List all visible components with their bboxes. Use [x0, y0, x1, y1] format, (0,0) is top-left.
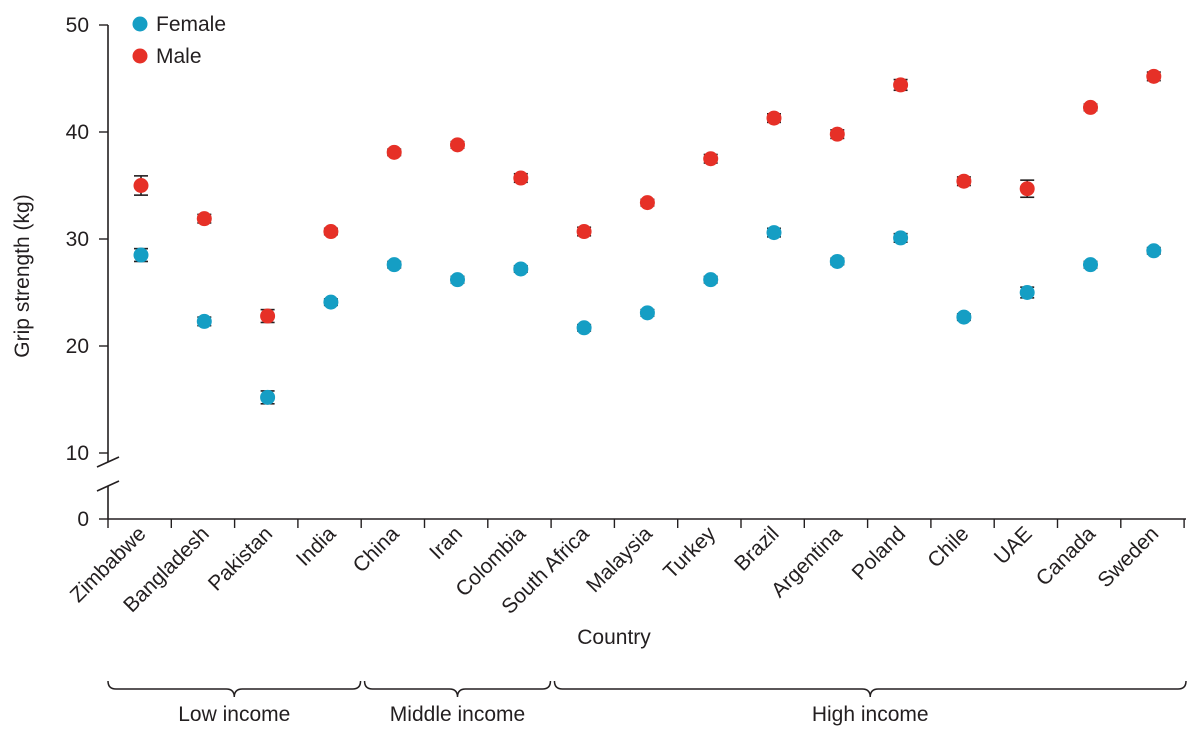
- male-point: [513, 170, 529, 186]
- y-tick-labels: 0 10 20 30 40 50: [66, 14, 89, 531]
- male-point: [1146, 68, 1162, 84]
- y-tick-label: 20: [66, 335, 89, 358]
- x-category-label: Brazil: [730, 522, 783, 575]
- income-group: Low income: [107, 680, 362, 726]
- y-tick-label: 30: [66, 228, 89, 251]
- female-point: [956, 309, 972, 325]
- data-points: [133, 68, 1162, 405]
- female-point: [1083, 257, 1098, 273]
- female-point: [703, 272, 719, 288]
- male-point: [703, 151, 719, 167]
- male-point: [766, 110, 782, 126]
- x-category-label: Poland: [848, 522, 911, 585]
- legend: Female Male: [132, 13, 226, 68]
- x-category-label: India: [292, 522, 341, 571]
- male-point: [893, 77, 909, 93]
- female-point: [323, 294, 339, 310]
- x-category-label: Chile: [923, 522, 973, 572]
- x-category-label: Turkey: [659, 522, 720, 583]
- male-point: [1083, 99, 1098, 115]
- income-group-label: Low income: [178, 703, 290, 726]
- male-point: [576, 224, 592, 240]
- axis-break-mark-upper: [96, 456, 120, 468]
- x-axis-title: Country: [577, 626, 651, 649]
- female-point: [386, 257, 402, 273]
- male-point: [133, 178, 149, 193]
- x-category-label: Pakistan: [204, 522, 277, 595]
- income-group: Middle income: [363, 680, 552, 726]
- female-point: [1146, 243, 1162, 259]
- male-point: [956, 173, 972, 189]
- y-tick-label: 40: [66, 121, 89, 144]
- female-point: [893, 230, 909, 246]
- y-tick-label: 50: [66, 14, 89, 37]
- income-group-brace: [107, 680, 362, 698]
- error-bars: [134, 71, 1161, 405]
- female-point: [766, 225, 782, 241]
- male-point: [639, 195, 655, 211]
- income-group-label: High income: [812, 703, 929, 726]
- x-category-label: Iran: [425, 522, 467, 564]
- legend-label-male: Male: [156, 45, 202, 68]
- y-tick-label: 0: [77, 508, 89, 531]
- male-point: [386, 144, 402, 160]
- male-point: [260, 308, 276, 324]
- x-category-label: Malaysia: [582, 522, 657, 597]
- male-point: [829, 126, 845, 142]
- female-point: [639, 305, 655, 321]
- x-category-label: Sweden: [1093, 522, 1163, 592]
- female-point: [196, 313, 212, 329]
- income-groups: Low income Middle income High income: [107, 680, 1187, 726]
- female-point: [576, 320, 592, 336]
- male-point: [196, 211, 212, 227]
- axis-break-mark-lower: [96, 480, 120, 492]
- female-point: [513, 261, 529, 277]
- y-tick-label: 10: [66, 442, 89, 465]
- female-point: [1019, 285, 1035, 300]
- y-axis-title: Grip strength (kg): [11, 194, 34, 357]
- male-point: [1019, 181, 1035, 197]
- x-axis: [107, 518, 1186, 528]
- female-point: [260, 389, 276, 405]
- male-point: [450, 137, 465, 153]
- legend-marker-female: [132, 16, 148, 32]
- female-point: [133, 247, 149, 263]
- x-category-label: China: [349, 522, 404, 577]
- income-group-brace: [553, 680, 1187, 698]
- legend-label-female: Female: [156, 13, 226, 36]
- x-category-label: Canada: [1032, 522, 1101, 591]
- female-point: [829, 253, 845, 269]
- y-axis: [96, 24, 120, 520]
- female-point: [450, 272, 465, 288]
- legend-marker-male: [132, 48, 148, 64]
- x-category-label: UAE: [990, 522, 1037, 569]
- income-group-label: Middle income: [390, 703, 525, 726]
- male-point: [323, 224, 339, 240]
- income-group: High income: [553, 680, 1187, 726]
- income-group-brace: [363, 680, 552, 698]
